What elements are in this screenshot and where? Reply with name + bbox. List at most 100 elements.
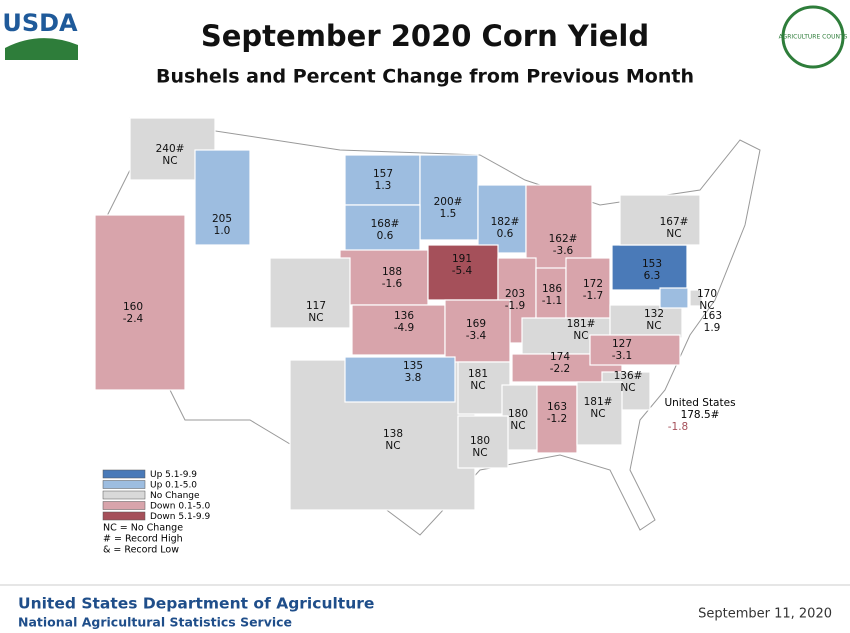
state-change: -2.4 <box>123 313 144 325</box>
state-change: -3.4 <box>466 330 487 342</box>
state-change: NC <box>699 300 714 312</box>
state-change: NC <box>472 447 487 459</box>
state-yield: 172 <box>583 278 603 290</box>
state-yield: 127 <box>612 338 632 350</box>
state-shape <box>344 154 421 206</box>
state-shape <box>129 117 216 181</box>
state-yield: 180 <box>508 408 528 420</box>
state-change: -1.9 <box>505 300 526 312</box>
state-change: 0.6 <box>497 228 514 240</box>
state-yield: 153 <box>642 258 662 270</box>
state-yield: 180 <box>470 435 490 447</box>
badge <box>781 5 845 69</box>
us-change: -1.8 <box>668 421 689 433</box>
state-shape <box>339 249 429 306</box>
state-yield: 174 <box>550 351 570 363</box>
state-shape <box>576 381 623 446</box>
state-yield: 138 <box>383 428 403 440</box>
state-shape <box>477 184 527 254</box>
state-shape <box>94 214 186 391</box>
state-yield: 200# <box>434 196 463 208</box>
state-yield: 170 <box>697 288 717 300</box>
state-yield: 169 <box>466 318 486 330</box>
state-yield: 136# <box>614 370 643 382</box>
state-shape <box>351 304 446 356</box>
state-change: -3.1 <box>612 350 633 362</box>
state-yield: 136 <box>394 310 414 322</box>
state-yield: 181 <box>468 368 488 380</box>
state-shape <box>565 257 611 321</box>
state-yield: 160 <box>123 301 143 313</box>
state-change: -4.9 <box>394 322 415 334</box>
state-shape <box>589 334 681 366</box>
state-change: -3.6 <box>553 245 574 257</box>
state-change: 1.5 <box>440 208 457 220</box>
state-yield: 157 <box>373 168 393 180</box>
state-change: -1.2 <box>547 413 568 425</box>
state-change: NC <box>385 440 400 452</box>
usda-logo: USDA <box>2 9 78 37</box>
state-change: NC <box>620 382 635 394</box>
state-yield: 191 <box>452 253 472 265</box>
state-yield: 240# <box>156 143 185 155</box>
legend-note: # = Record High <box>103 534 183 545</box>
badge-text: AGRICULTURE COUNTS <box>779 34 848 41</box>
legend-label: Down 5.1-9.9 <box>150 512 211 522</box>
state-change: NC <box>470 380 485 392</box>
us-label: United States <box>664 397 735 409</box>
us-yield: 178.5# <box>681 409 720 421</box>
footer-agency: National Agricultural Statistics Service <box>18 615 292 630</box>
state-change: -1.7 <box>583 290 604 302</box>
state-shape <box>269 257 351 329</box>
state-change: -5.4 <box>452 265 473 277</box>
states: 138NC240#NC2051.01571.3200#1.5168#0.6182… <box>94 117 722 511</box>
state-change: NC <box>573 330 588 342</box>
state-change: NC <box>646 320 661 332</box>
legend-swatch <box>102 480 146 489</box>
legend-note: & = Record Low <box>103 545 179 556</box>
state-shape <box>419 154 479 241</box>
state-shape <box>194 149 251 246</box>
state-change: 1.9 <box>704 322 721 334</box>
legend-label: Up 0.1-5.0 <box>150 481 197 491</box>
state-yield: 167# <box>660 216 689 228</box>
state-yield: 188 <box>382 266 402 278</box>
state-yield: 132 <box>644 308 664 320</box>
state-yield: 205 <box>212 213 232 225</box>
state-yield: 203 <box>505 288 525 300</box>
state-shape <box>525 184 593 271</box>
legend-swatch <box>102 501 146 510</box>
state-change: 1.3 <box>375 180 392 192</box>
state-change: 6.3 <box>644 270 661 282</box>
state-shape <box>344 356 456 403</box>
state-change: NC <box>308 312 323 324</box>
footer-date: September 11, 2020 <box>698 607 832 622</box>
state-yield: 135 <box>403 360 423 372</box>
state-yield: 163 <box>702 310 722 322</box>
logo-swoosh <box>5 38 78 60</box>
state-yield: 168# <box>371 218 400 230</box>
legend-label: Down 0.1-5.0 <box>150 502 211 512</box>
legend-swatch <box>102 511 146 521</box>
legend-label: No Change <box>150 491 200 501</box>
state-change: -2.2 <box>550 363 571 375</box>
state-yield: 117 <box>306 300 326 312</box>
state-yield: 181# <box>567 318 596 330</box>
state-change: NC <box>590 408 605 420</box>
state-change: NC <box>162 155 177 167</box>
footer-department: United States Department of Agriculture <box>18 595 374 613</box>
state-shape <box>444 299 511 363</box>
state-shape <box>689 289 703 307</box>
state-yield: 186 <box>542 283 562 295</box>
state-change: NC <box>510 420 525 432</box>
state-change: -1.1 <box>542 295 563 307</box>
title: September 2020 Corn Yield <box>201 19 649 53</box>
state-yield: 163 <box>547 401 567 413</box>
state-change: -1.6 <box>382 278 403 290</box>
state-yield: 182# <box>491 216 520 228</box>
state-change: 0.6 <box>377 230 394 242</box>
state-shape <box>344 204 421 254</box>
state-shape <box>609 304 683 339</box>
